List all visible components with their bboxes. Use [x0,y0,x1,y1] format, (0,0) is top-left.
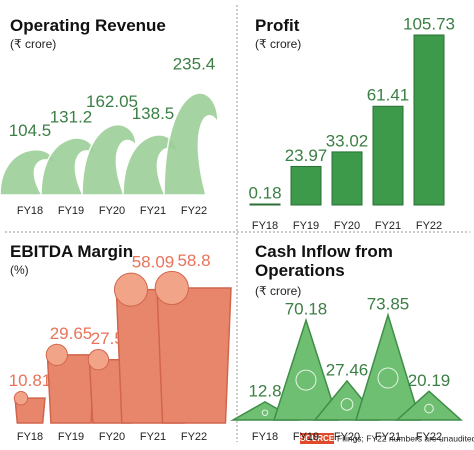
chart-subtitle: (₹ crore) [255,284,302,298]
chart-title: Operating Revenue [10,16,166,35]
orange-slice [154,270,189,306]
orange-slice [113,272,148,307]
x-tick-label: FY18 [252,431,278,443]
x-tick-label: FY19 [58,431,84,443]
data-label: 235.4 [173,54,216,73]
x-tick-label: FY19 [293,431,319,443]
x-tick-label: FY20 [334,431,360,443]
wave [163,92,219,196]
data-label: 138.5 [132,104,175,123]
x-tick-label: FY19 [58,205,84,217]
note-emblem [295,369,317,391]
data-label: 33.02 [326,131,369,150]
x-tick-label: FY18 [17,205,43,217]
note-emblem [261,409,269,416]
data-label: 131.2 [50,108,93,127]
note-emblem [424,403,434,414]
bar [413,34,445,206]
chart-title: EBITDA Margin [10,242,134,261]
x-tick-label: FY18 [17,431,43,443]
chart-subtitle: (%) [10,263,29,277]
data-label: 61.41 [367,86,410,105]
chart-subtitle: (₹ crore) [10,37,57,51]
bar [331,151,363,206]
x-tick-label: FY21 [140,205,166,217]
note-emblem [377,367,399,389]
source-text: Filings; FY22 numbers are unaudited [337,433,474,443]
data-label: 58.8 [177,251,210,270]
x-tick-label: FY18 [252,220,278,232]
source-label: SOURCE [300,434,335,443]
data-label: 12.8 [248,381,281,400]
x-tick-label: FY21 [375,220,401,232]
bar [372,105,404,206]
glass [46,354,96,424]
bar [249,203,281,206]
data-label: 105.73 [403,14,455,33]
bar [290,165,322,206]
x-tick-label: FY20 [99,431,125,443]
data-label: 162.05 [86,92,138,111]
chart-subtitle: (₹ crore) [255,37,302,51]
x-tick-label: FY22 [416,431,442,443]
data-label: 10.81 [9,371,52,390]
note-emblem [340,398,354,411]
orange-slice [13,390,29,406]
source-badge [300,433,334,444]
orange-slice [45,343,68,367]
glass [156,287,232,424]
data-label: 23.97 [285,146,328,165]
chart-title: Cash Inflow from Operations [255,242,393,280]
x-tick-label: FY21 [375,431,401,443]
x-tick-label: FY22 [416,220,442,232]
data-label: 0.18 [248,183,281,202]
banknote [395,390,463,421]
data-label: 73.85 [367,294,410,313]
x-tick-label: FY19 [293,220,319,232]
wave [81,124,137,196]
x-tick-label: FY20 [99,205,125,217]
data-label: 27.46 [326,360,369,379]
x-tick-label: FY20 [334,220,360,232]
data-label: 70.18 [285,300,328,319]
data-label: 58.09 [132,253,175,272]
orange-slice [87,349,110,371]
chart-title: Profit [255,16,300,35]
data-label: 29.65 [50,324,93,343]
data-label: 20.19 [408,371,451,390]
x-tick-label: FY22 [181,431,207,443]
x-tick-label: FY21 [140,431,166,443]
data-label: 104.5 [9,121,52,140]
x-tick-label: FY22 [181,205,207,217]
